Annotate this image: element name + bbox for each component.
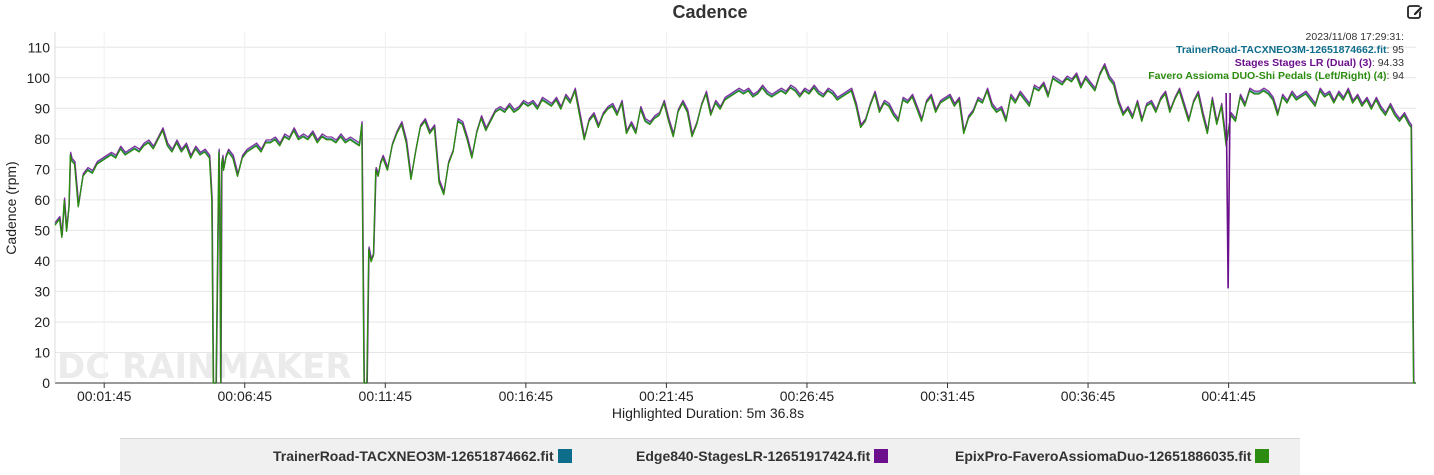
legend-swatch xyxy=(1255,449,1270,463)
x-tick-label: 00:06:45 xyxy=(217,388,272,404)
readout-series-value: : 94 xyxy=(1386,70,1404,82)
x-tick-label: 00:16:45 xyxy=(499,388,554,404)
chart-lines xyxy=(54,63,1416,384)
y-tick-label: 70 xyxy=(34,161,50,177)
edit-icon[interactable] xyxy=(1406,3,1424,21)
y-tick-label: 30 xyxy=(34,283,50,299)
series-line xyxy=(54,63,1416,384)
readout-series-value: : 95 xyxy=(1386,44,1404,56)
y-tick-label: 110 xyxy=(28,39,51,55)
y-tick-label: 100 xyxy=(27,70,51,86)
hover-readout: 2023/11/08 17:29:31: TrainerRoad-TACXNEO… xyxy=(1148,31,1404,83)
y-tick-label: 20 xyxy=(34,314,50,330)
y-tick-label: 90 xyxy=(34,100,50,116)
chart-grid xyxy=(55,32,1416,384)
legend-swatch xyxy=(557,449,572,463)
y-tick-label: 80 xyxy=(34,131,50,147)
readout-row-favero: Favero Assioma DUO-Shi Pedals (Left/Righ… xyxy=(1148,70,1404,83)
x-tick-label: 00:36:45 xyxy=(1061,388,1116,404)
legend-item-edge840[interactable]: Edge840-StagesLR-12651917424.fit xyxy=(636,448,889,464)
x-tick-label: 00:21:45 xyxy=(639,388,694,404)
series-line xyxy=(54,65,1416,384)
legend-label: EpixPro-FaveroAssiomaDuo-12651886035.fit xyxy=(955,448,1252,464)
x-tick-label: 00:26:45 xyxy=(780,388,835,404)
x-tick-label: 00:31:45 xyxy=(920,388,975,404)
highlighted-duration: Highlighted Duration: 5m 36.8s xyxy=(612,405,804,421)
chart-axes: 0 10 20 30 40 50 60 70 80 90 100 110 00:01:45 00:06:4… xyxy=(27,32,1416,404)
legend-label: TrainerRoad-TACXNEO3M-12651874662.fit xyxy=(273,448,554,464)
legend-label: Edge840-StagesLR-12651917424.fit xyxy=(636,448,871,464)
legend-item-trainerroad[interactable]: TrainerRoad-TACXNEO3M-12651874662.fit xyxy=(273,448,572,464)
x-tick-label: 00:01:45 xyxy=(77,388,132,404)
x-tick-label: 00:41:45 xyxy=(1201,388,1256,404)
series-dropout xyxy=(1225,93,1231,289)
legend-swatch xyxy=(874,449,889,463)
y-tick-label: 0 xyxy=(42,375,50,391)
y-tick-label: 40 xyxy=(34,253,50,269)
series-line xyxy=(54,64,1416,384)
legend-bar: TrainerRoad-TACXNEO3M-12651874662.fit Ed… xyxy=(120,438,1300,475)
y-tick-label: 60 xyxy=(34,192,50,208)
x-tick-label: 00:11:45 xyxy=(359,388,413,404)
readout-series-name: TrainerRoad-TACXNEO3M-12651874662.fit xyxy=(1176,44,1387,56)
chart-title: Cadence xyxy=(672,2,748,22)
y-axis-label: Cadence (rpm) xyxy=(3,161,19,254)
legend-item-epixpro[interactable]: EpixPro-FaveroAssiomaDuo-12651886035.fit xyxy=(955,448,1270,464)
readout-row-trainerroad: TrainerRoad-TACXNEO3M-12651874662.fit: 9… xyxy=(1148,44,1404,57)
readout-series-value: : 94.33 xyxy=(1371,57,1404,69)
y-tick-label: 50 xyxy=(34,222,50,238)
readout-time: 2023/11/08 17:29:31: xyxy=(1305,31,1404,43)
watermark-text: DC RAINMAKER xyxy=(57,347,352,387)
readout-row-stages: Stages Stages LR (Dual) (3): 94.33 xyxy=(1148,57,1404,70)
y-tick-label: 10 xyxy=(34,344,50,360)
readout-series-name: Stages Stages LR (Dual) (3) xyxy=(1234,57,1372,69)
readout-series-name: Favero Assioma DUO-Shi Pedals (Left/Righ… xyxy=(1148,70,1387,82)
